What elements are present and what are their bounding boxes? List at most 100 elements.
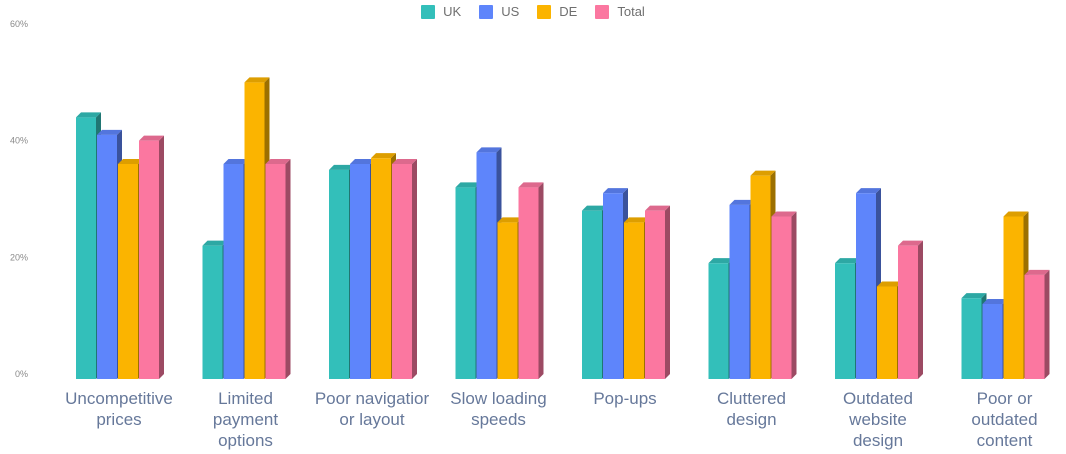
legend-item-total[interactable]: Total [595,4,645,19]
bar-side-face [791,211,797,379]
bar-top-face [139,135,164,141]
x-tick-label: Slow loading speeds [450,389,546,429]
bar-front-face [476,152,497,379]
bar-front-face [624,222,644,379]
bar-total-outdated-website-design [898,240,923,379]
legend-item-us[interactable]: US [479,4,519,19]
bar-front-face [582,210,602,379]
bar-side-face [159,135,164,379]
x-tick-label: Poor navigatior or layout [315,389,430,429]
bar-top-face [476,147,502,153]
bar-top-face [645,205,670,211]
bar-side-face [285,159,291,379]
bar-total-poor-navigatior-or-layout [392,159,417,379]
bar-top-face [1024,269,1050,275]
bar-top-face [350,159,375,164]
bar-side-face [412,159,417,379]
x-tick-label: Poor or outdated content [971,389,1037,450]
bar-top-face [582,205,607,211]
bar-top-face [1003,211,1029,217]
bar-side-face [1044,269,1050,379]
bar-front-face [898,245,918,379]
bar-total-slow-loading-speeds [518,182,544,379]
bar-top-face [202,240,228,246]
x-tick-label: Uncompetitive prices [65,389,173,429]
bar-front-face [729,204,750,379]
legend-swatch-us [479,4,494,19]
bar-total-cluttered-design [771,211,797,379]
bar-top-face [729,199,755,205]
bar-front-face [244,82,265,379]
bar-front-face [877,286,897,379]
bar-top-face [708,258,734,264]
bar-front-face [497,222,518,379]
bar-top-face [603,188,628,194]
y-tick-label: 60% [10,19,28,29]
bar-front-face [771,216,792,379]
bar-front-face [961,298,982,379]
bar-total-uncompetitive-prices [139,135,164,379]
legend-label-uk: UK [443,4,462,19]
bar-top-face [624,217,649,223]
bar-front-face [265,164,286,379]
bar-front-face [856,193,876,379]
bar-top-face [771,211,797,217]
bar-front-face [455,187,476,379]
x-tick-label: Cluttered design [717,389,786,429]
bar-front-face [835,263,855,379]
bar-side-face [918,240,923,379]
legend-item-uk[interactable]: UK [421,4,461,19]
y-tick-label: 40% [10,136,28,146]
bar-front-face [645,210,665,379]
x-tick-label: Limited payment options [213,389,278,450]
bar-top-face [835,258,860,264]
bar-top-face [329,164,354,170]
bar-top-face [455,182,481,188]
bar-top-face [118,159,143,164]
bar-top-face [223,159,249,164]
legend-swatch-total [595,4,610,19]
bar-front-face [139,140,159,379]
bar-front-face [1003,216,1024,379]
bar-total-limited-payment-options [265,159,291,379]
bar-top-face [497,217,523,223]
bar-front-face [603,193,623,379]
bar-front-face [1024,274,1045,379]
bar-front-face [708,263,729,379]
bar-top-face [97,129,122,135]
bar-front-face [750,175,771,379]
bar-side-face [538,182,544,379]
bar-front-face [223,164,244,379]
bar-top-face [982,299,1008,304]
bar-front-face [202,245,223,379]
legend: UK US DE Total [0,4,1066,19]
bar-front-face [982,304,1003,379]
bar-front-face [518,187,539,379]
bar-front-face [350,164,370,379]
bar-top-face [898,240,923,246]
legend-label-de: DE [559,4,578,19]
bar-top-face [856,188,881,194]
bar-top-face [265,159,291,164]
bar-top-face [877,281,902,287]
y-tick-label: 20% [10,252,28,262]
bar-top-face [76,112,101,118]
legend-swatch-uk [421,4,436,19]
bar-front-face [76,117,96,379]
legend-label-total: Total [617,4,645,19]
bar-top-face [392,159,417,164]
legend-swatch-de [537,4,552,19]
bar-total-pop-ups [645,205,670,379]
bar-front-face [371,158,391,379]
bar-front-face [329,169,349,379]
bar-top-face [244,77,270,83]
bar-top-face [371,153,396,159]
x-tick-label: Outdated website design [843,389,913,450]
x-tick-label: Pop-ups [593,389,656,408]
legend-item-de[interactable]: DE [537,4,577,19]
bar-side-face [665,205,670,379]
y-tick-label: 0% [15,369,28,379]
bar-front-face [118,164,138,379]
